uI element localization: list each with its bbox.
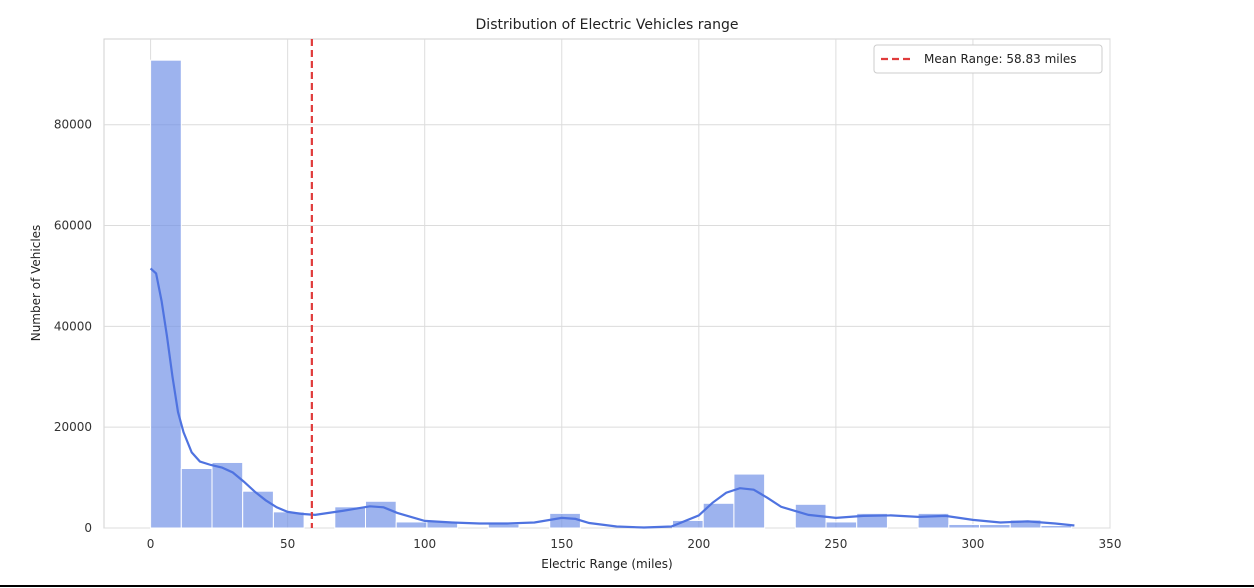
histogram-bar (1009, 519, 1042, 529)
x-tick-label: 0 (147, 537, 155, 551)
histogram-bar (150, 59, 182, 529)
histogram-bars (150, 59, 1073, 529)
y-tick-label: 0 (84, 521, 92, 535)
x-tick-label: 300 (961, 537, 984, 551)
axis-ticks: 0 50 100 150 200 250 300 350 0 20000 40000 60000 800… (54, 118, 1122, 551)
x-tick-label: 100 (413, 537, 436, 551)
bottom-divider (0, 585, 1254, 587)
histogram-bar (1040, 524, 1073, 529)
histogram-bar (948, 523, 981, 529)
x-tick-label: 350 (1099, 537, 1122, 551)
chart-title: Distribution of Electric Vehicles range (476, 17, 739, 33)
x-tick-label: 150 (550, 537, 573, 551)
histogram-bar (856, 512, 888, 529)
y-axis-label: Number of Vehicles (29, 225, 43, 342)
y-tick-label: 60000 (54, 219, 92, 233)
x-tick-label: 200 (687, 537, 710, 551)
legend-label-mean-range: Mean Range: 58.83 miles (924, 52, 1077, 66)
histogram-bar (242, 490, 274, 529)
y-tick-label: 80000 (54, 118, 92, 132)
y-tick-label: 20000 (54, 420, 92, 434)
histogram-bar (979, 523, 1011, 529)
plot-area (103, 38, 1111, 529)
legend-box (873, 44, 1103, 74)
y-tick-label: 40000 (54, 319, 92, 333)
histogram-bar (180, 468, 213, 529)
legend: Mean Range: 58.83 miles (873, 44, 1103, 74)
histogram-bar (211, 461, 244, 529)
x-tick-label: 50 (280, 537, 295, 551)
histogram-bar (395, 521, 428, 529)
grid-lines (104, 39, 1111, 529)
histogram-bar (825, 521, 858, 529)
histogram-bar (733, 473, 766, 529)
x-axis-label: Electric Range (miles) (541, 557, 672, 571)
x-tick-label: 250 (824, 537, 847, 551)
kde-curve (149, 267, 1075, 529)
histogram-bar (549, 512, 581, 529)
